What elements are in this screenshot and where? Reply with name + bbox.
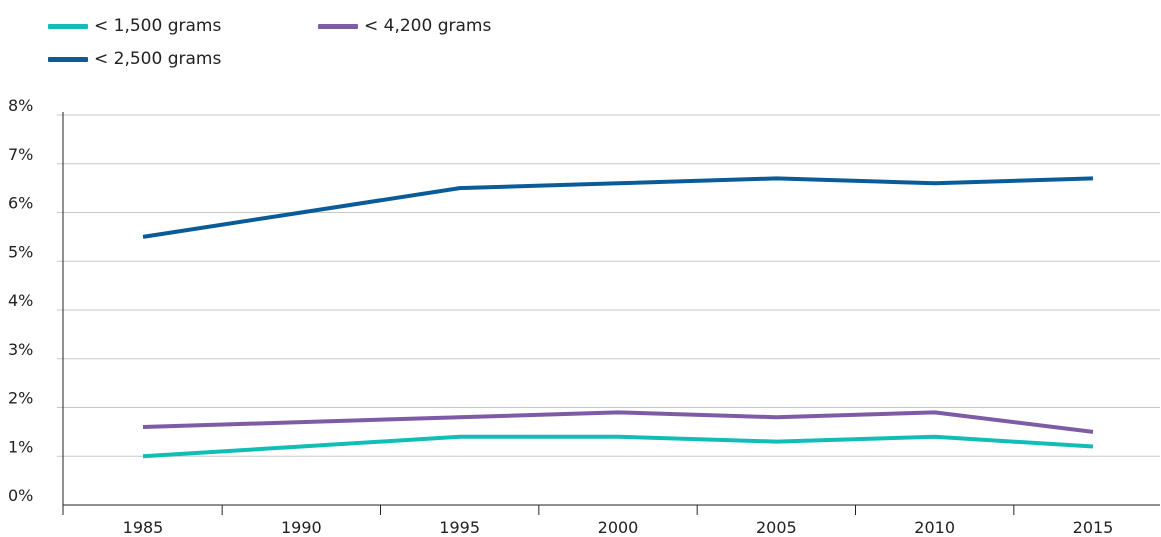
y-tick-label: 7%	[8, 145, 33, 164]
x-tick-label: 2015	[1073, 518, 1114, 537]
chart-legend: < 1,500 grams < 4,200 grams < 2,500 gram…	[0, 0, 1161, 80]
x-tick-label: 1985	[123, 518, 164, 537]
gridlines	[57, 114, 1160, 457]
y-tick-label: 8%	[8, 96, 33, 115]
legend-item-under-2500: < 2,500 grams	[48, 49, 221, 69]
legend-label-under-2500: < 2,500 grams	[94, 49, 222, 69]
legend-swatch-under-2500	[48, 56, 88, 62]
legend-swatch-under-1500	[48, 23, 88, 29]
x-tick-label: 1990	[281, 518, 322, 537]
y-tick-label: 3%	[8, 340, 33, 359]
axes	[62, 112, 1160, 515]
y-tick-label: 6%	[8, 194, 33, 213]
series-line-2	[142, 176, 1094, 239]
y-tick-label: 1%	[8, 437, 33, 456]
x-tick-label: 2000	[598, 518, 639, 537]
legend-label-under-4200: < 4,200 grams	[364, 16, 492, 36]
y-tick-label: 0%	[8, 486, 33, 505]
y-axis-tick-labels: 0% 1% 2% 3% 4% 5% 6% 7% 8%	[8, 96, 33, 505]
series-line-0	[142, 434, 1094, 459]
y-tick-label: 4%	[8, 291, 33, 310]
legend-item-under-4200: < 4,200 grams	[318, 16, 491, 36]
series-lines	[142, 176, 1094, 459]
series-line-1	[142, 410, 1094, 434]
y-tick-label: 2%	[8, 389, 33, 408]
legend-label-under-1500: < 1,500 grams	[94, 16, 222, 36]
x-tick-label: 2005	[756, 518, 797, 537]
x-tick-label: 2010	[914, 518, 955, 537]
y-tick-label: 5%	[8, 242, 33, 261]
x-axis-tick-labels: 1985 1990 1995 2000 2005 2010 2015	[123, 518, 1114, 537]
legend-swatch-under-4200	[318, 23, 358, 29]
x-tick-label: 1995	[439, 518, 480, 537]
legend-item-under-1500: < 1,500 grams	[48, 16, 221, 36]
